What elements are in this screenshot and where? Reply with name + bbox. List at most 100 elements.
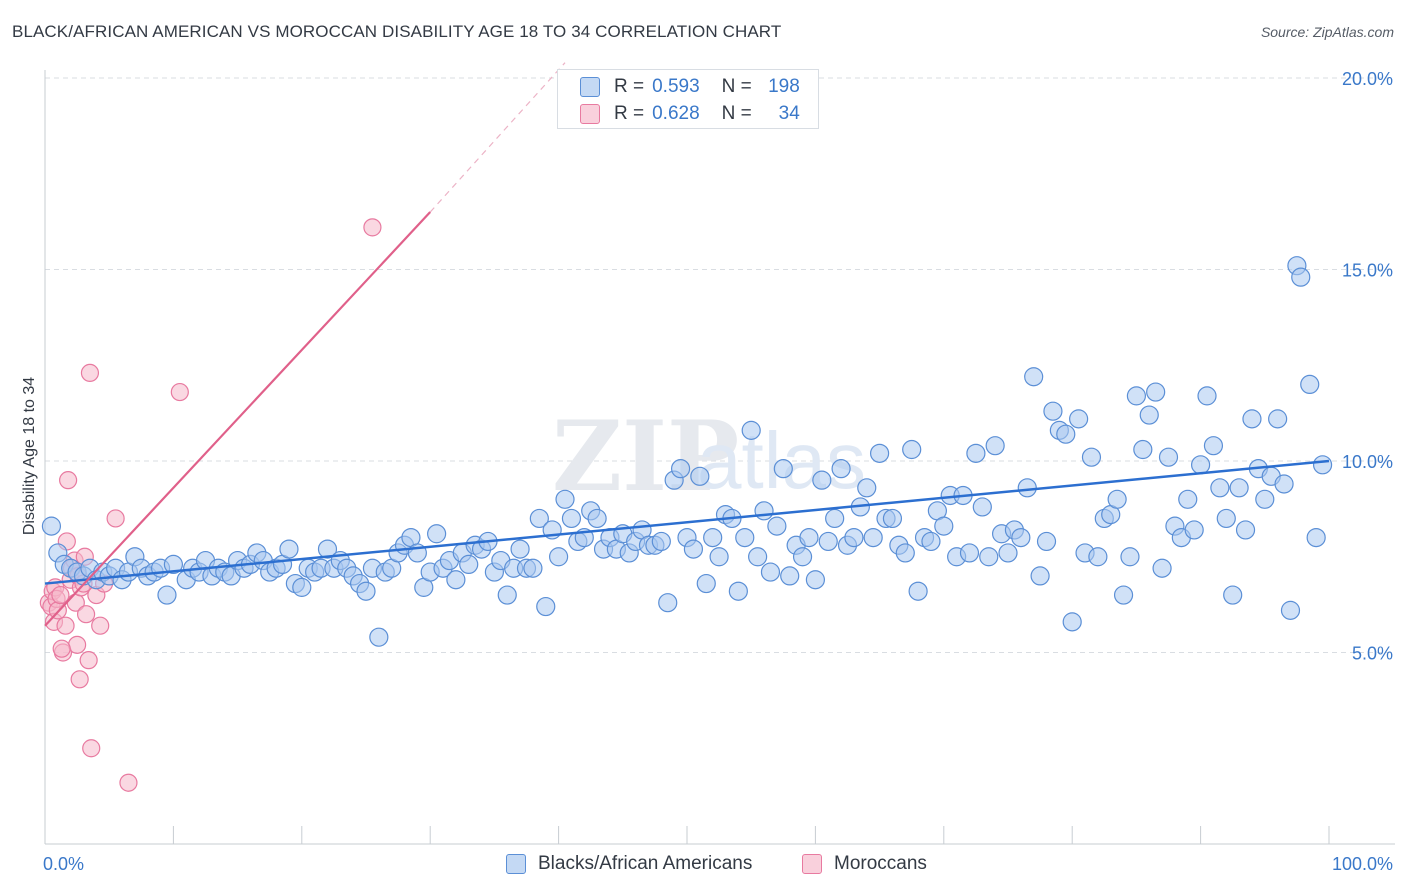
legend-row-blue: R = 0.593 N = 198 xyxy=(580,75,800,99)
moroccan-point xyxy=(67,635,87,654)
black-african-american-point xyxy=(41,516,62,536)
black-african-american-point xyxy=(1056,424,1076,444)
moroccan-point xyxy=(76,605,96,624)
black-african-american-point xyxy=(908,581,928,601)
black-african-american-point xyxy=(959,543,980,563)
black-african-american-point xyxy=(1268,409,1288,429)
black-african-american-point xyxy=(1312,455,1333,475)
trend-lines xyxy=(44,62,1330,627)
bottom-legend-pink: Moroccans xyxy=(802,851,927,877)
moroccan-point xyxy=(56,616,75,635)
y-tick-label: 10.0% xyxy=(1342,452,1393,472)
black-african-american-point xyxy=(651,531,671,552)
moroccan-point xyxy=(106,509,125,528)
black-african-american-point xyxy=(773,459,793,479)
black-african-american-point xyxy=(1030,566,1050,586)
y-axis-label: Disability Age 18 to 34 xyxy=(21,377,38,535)
moroccan-point xyxy=(80,363,100,383)
moroccan-point xyxy=(79,651,98,670)
black-african-american-point xyxy=(895,543,915,563)
black-african-american-point xyxy=(966,443,986,463)
black-african-american-point xyxy=(735,527,755,548)
moroccan-point xyxy=(119,773,138,792)
black-african-american-point xyxy=(446,570,466,590)
black-african-american-point xyxy=(510,539,530,559)
moroccan-points xyxy=(39,218,382,792)
blue-trend-line xyxy=(44,459,1330,585)
black-african-american-point xyxy=(548,547,569,567)
black-african-american-point xyxy=(818,531,838,552)
black-african-american-point xyxy=(703,527,723,548)
black-african-american-point xyxy=(825,508,845,529)
black-african-american-point xyxy=(1139,405,1159,425)
black-african-american-point xyxy=(979,547,999,567)
legend-r-value: 0.593 xyxy=(652,76,700,97)
black-african-american-point xyxy=(1069,409,1089,429)
correlation-legend: R = 0.593 N = 198 R = 0.628 N = 34 xyxy=(557,69,819,129)
bottom-legend-label-blue: Blacks/African Americans xyxy=(538,853,753,874)
black-african-american-point xyxy=(857,478,877,498)
pink-trend-line xyxy=(44,211,432,627)
black-african-american-point xyxy=(748,547,768,567)
black-african-american-point xyxy=(497,585,517,605)
black-african-american-point xyxy=(934,516,954,536)
legend-n-label: N = xyxy=(721,76,752,97)
black-african-american-point xyxy=(741,420,761,440)
black-african-american-point xyxy=(279,539,299,559)
black-african-american-point xyxy=(767,516,787,536)
moroccan-point xyxy=(91,616,110,635)
black-african-american-point xyxy=(1306,527,1326,548)
black-african-american-point xyxy=(1043,401,1063,421)
watermark-zip: ZIP xyxy=(552,400,739,513)
black-african-american-point xyxy=(760,562,781,582)
black-african-american-point xyxy=(1011,527,1031,548)
black-african-american-point xyxy=(1242,409,1262,429)
chart-source: Source: ZipAtlas.com xyxy=(1260,24,1394,40)
pink-trend-extension xyxy=(429,62,566,213)
black-african-american-point xyxy=(1255,489,1275,509)
black-african-american-point xyxy=(985,436,1005,456)
y-tick-label: 20.0% xyxy=(1342,69,1393,89)
black-african-american-point xyxy=(754,501,774,521)
legend-row-pink: R = 0.628 N = 34 xyxy=(580,102,800,126)
black-african-american-point xyxy=(1197,386,1217,406)
black-african-american-point xyxy=(561,508,582,529)
legend-swatch-pink xyxy=(580,104,600,124)
moroccan-point xyxy=(82,739,101,758)
black-african-american-point xyxy=(780,566,800,586)
y-tick-label: 5.0% xyxy=(1352,644,1393,664)
black-african-american-point xyxy=(670,459,691,479)
y-tick-label: 15.0% xyxy=(1342,261,1393,281)
black-african-american-point xyxy=(902,439,922,460)
black-african-american-point xyxy=(658,593,678,613)
black-african-american-point xyxy=(696,573,716,594)
black-african-american-point xyxy=(1235,520,1256,540)
black-african-american-point xyxy=(427,524,447,544)
black-african-american-point xyxy=(1300,374,1320,394)
x-tick-label: 0.0% xyxy=(43,854,84,874)
moroccan-point xyxy=(51,585,70,605)
black-african-american-point xyxy=(1146,382,1166,402)
black-african-american-point xyxy=(728,581,748,601)
bottom-legend-swatch-blue xyxy=(506,854,526,874)
black-african-american-point xyxy=(1210,478,1230,498)
moroccan-point xyxy=(52,639,71,658)
black-african-american-point xyxy=(1216,508,1236,529)
black-african-american-point xyxy=(690,466,710,486)
moroccan-point xyxy=(59,471,78,490)
black-african-american-point xyxy=(1126,386,1147,406)
black-african-american-point xyxy=(1274,474,1294,494)
axis-layer xyxy=(44,70,1395,845)
black-african-american-point xyxy=(529,508,549,529)
black-african-american-point xyxy=(683,539,704,559)
black-african-american-point xyxy=(792,547,813,567)
bottom-legend-swatch-pink xyxy=(802,854,822,874)
black-african-american-point xyxy=(1291,267,1311,287)
black-african-american-point xyxy=(1062,612,1082,632)
black-african-american-point xyxy=(1113,585,1134,605)
legend-r-value: 0.628 xyxy=(652,103,700,124)
black-african-american-point xyxy=(1280,600,1301,620)
black-african-american-point xyxy=(523,558,543,578)
